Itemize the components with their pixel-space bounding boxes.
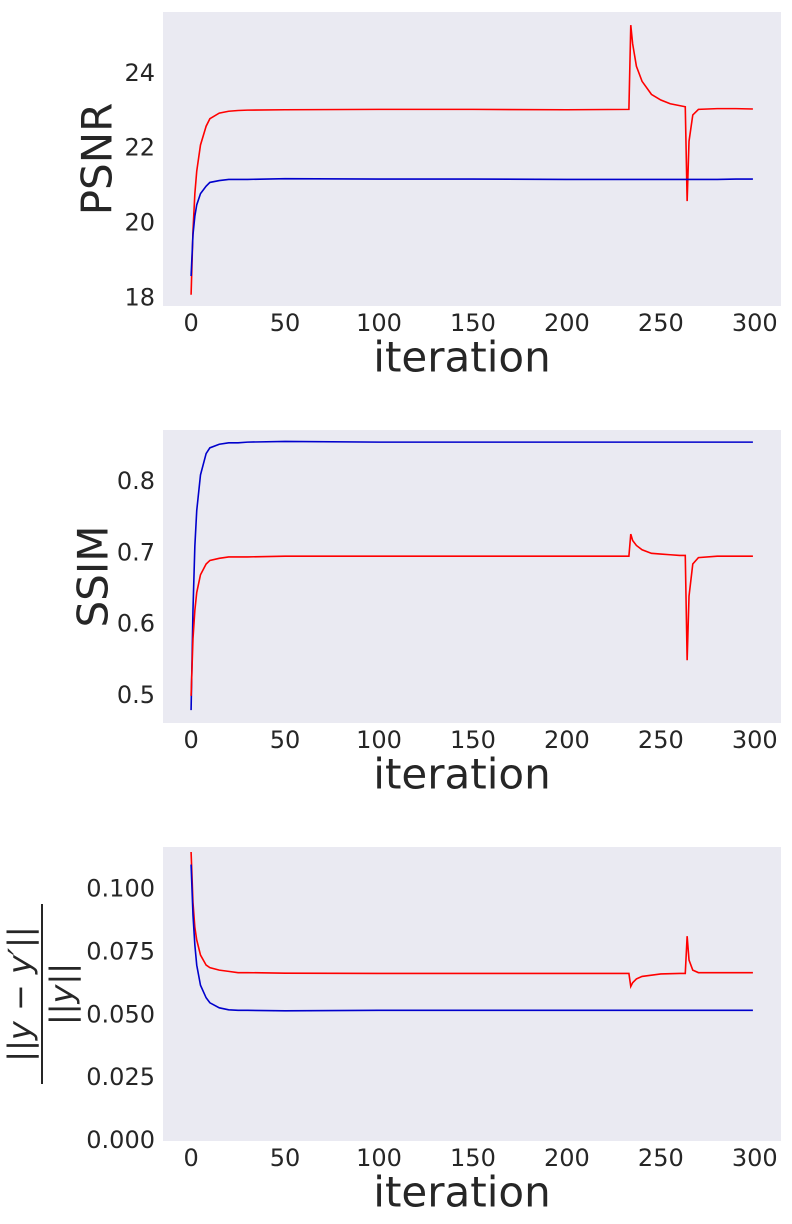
y-tick-label: 0.075 (86, 938, 155, 966)
y-tick-label: 0.050 (86, 1000, 155, 1028)
x-tick-label: 300 (732, 1144, 778, 1172)
series-line (190, 25, 753, 295)
x-tick-label: 0 (183, 309, 198, 337)
y-axis-label: ||y − y′|| ||y|| (1, 904, 81, 1084)
subplot: 0 50 100 150 200 250 300 18 20 22 24 iteration PSNR (73, 12, 781, 382)
x-axis-label: iteration (373, 1168, 550, 1217)
subplot: 0 50 100 150 200 250 300 0.000 0.025 0.050 0.075 0.… (1, 847, 781, 1217)
plot-background (163, 847, 781, 1141)
x-tick-label: 0 (183, 1144, 198, 1172)
x-tick-label: 150 (450, 309, 496, 337)
x-axis-label: iteration (373, 750, 550, 799)
y-tick-label: 22 (124, 134, 155, 162)
y-tick-label: 0.000 (86, 1126, 155, 1154)
y-tick-label: 20 (124, 209, 155, 237)
y-tick-label: 0.100 (86, 875, 155, 903)
y-tick-label: 24 (124, 59, 155, 87)
x-tick-label: 250 (638, 726, 684, 754)
x-tick-label: 50 (270, 726, 301, 754)
y-tick-label: 0.7 (117, 538, 155, 566)
x-tick-label: 300 (732, 726, 778, 754)
series-line (190, 852, 753, 990)
x-tick-label: 100 (356, 309, 402, 337)
y-tick-label: 18 (124, 284, 155, 312)
x-tick-label: 0 (183, 726, 198, 754)
series-line (190, 177, 753, 277)
subplot: 0 50 100 150 200 250 300 0.5 0.6 0.7 0.8 iteration S… (69, 430, 781, 799)
x-tick-label: 100 (356, 726, 402, 754)
x-tick-label: 200 (544, 1144, 590, 1172)
series-line (190, 440, 753, 711)
y-label-numerator: ||y − y′|| (1, 926, 39, 1061)
x-axis-label: iteration (373, 333, 550, 382)
series-line (190, 864, 753, 1012)
plot-background (163, 430, 781, 723)
x-tick-label: 250 (638, 309, 684, 337)
plot-background (163, 12, 781, 306)
x-tick-label: 300 (732, 309, 778, 337)
y-axis-label: PSNR (73, 103, 122, 216)
x-tick-label: 250 (638, 1144, 684, 1172)
y-tick-label: 0.8 (117, 467, 155, 495)
y-tick-label: 0.5 (117, 681, 155, 709)
x-tick-label: 150 (450, 726, 496, 754)
x-tick-label: 50 (270, 309, 301, 337)
x-tick-label: 200 (544, 726, 590, 754)
y-tick-label: 0.025 (86, 1063, 155, 1091)
x-tick-label: 200 (544, 309, 590, 337)
y-label-denominator: ||y|| (43, 963, 81, 1025)
x-tick-label: 150 (450, 1144, 496, 1172)
x-tick-label: 100 (356, 1144, 402, 1172)
x-tick-label: 50 (270, 1144, 301, 1172)
y-axis-label: SSIM (69, 526, 118, 628)
y-tick-label: 0.6 (117, 610, 155, 638)
series-line (190, 533, 753, 696)
